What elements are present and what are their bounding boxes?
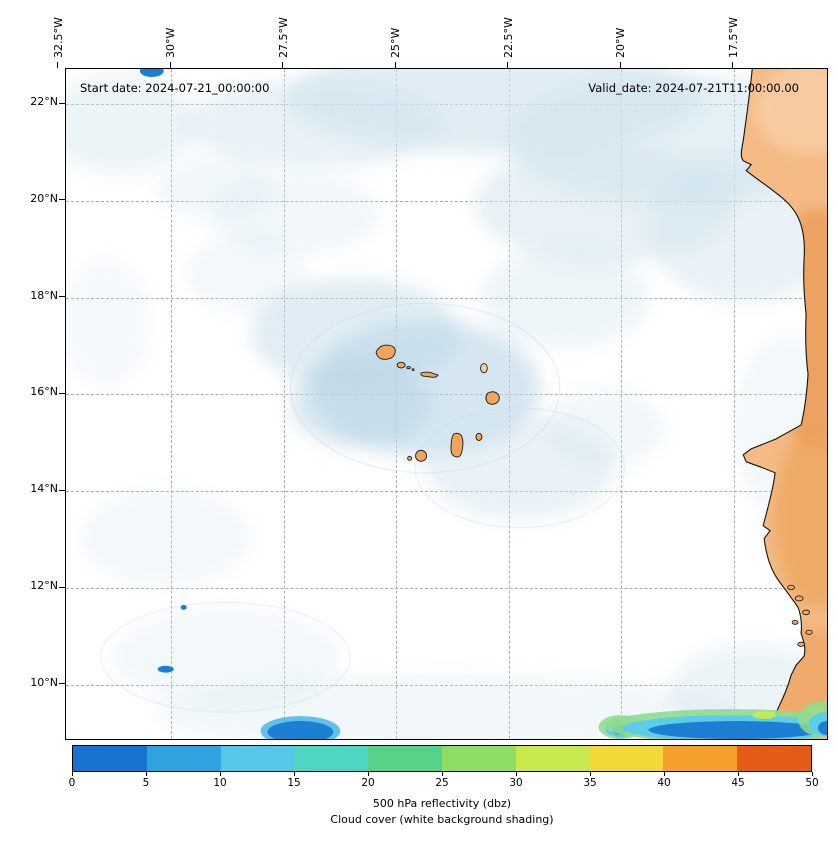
cloud-contours xyxy=(100,302,626,713)
colorbar-tick-label: 20 xyxy=(361,777,375,789)
colorbar-segment xyxy=(73,746,147,771)
x-tick-mark xyxy=(57,62,58,68)
gridline-horizontal xyxy=(66,491,827,493)
gridline-vertical xyxy=(283,69,285,739)
colorbar-segment xyxy=(515,746,590,771)
map-canvas xyxy=(66,69,827,739)
colorbar-segment xyxy=(368,746,442,771)
gridline-horizontal xyxy=(66,200,827,202)
colorbar-tick-label: 5 xyxy=(142,777,150,789)
x-tick-label: 20°W xyxy=(614,27,627,58)
gridline-vertical xyxy=(171,69,172,739)
colorbar-tick-mark xyxy=(811,772,813,776)
y-tick-label: 22°N xyxy=(30,95,58,108)
colorbar-tick-label: 45 xyxy=(731,777,745,789)
colorbar-tick-label: 35 xyxy=(583,777,597,789)
colorbar-tick-mark xyxy=(367,772,369,776)
y-tick-label: 10°N xyxy=(30,675,58,689)
colorbar-segment xyxy=(294,746,369,771)
x-tick-label: 25°W xyxy=(389,27,402,58)
gridline-horizontal xyxy=(66,588,827,589)
colorbar-tick-mark xyxy=(663,772,665,776)
colorbar-tick-mark xyxy=(145,772,147,776)
x-tick-label: 30°W xyxy=(164,27,177,58)
valid-date-label: Valid_date: 2024-07-21T11:00:00.00 xyxy=(588,81,799,95)
colorbar-segment xyxy=(663,746,738,771)
colorbar-tick-label: 0 xyxy=(68,777,76,789)
colorbar-segment xyxy=(589,746,664,771)
colorbar-tick-label: 10 xyxy=(213,777,227,789)
coastal-islands xyxy=(787,584,813,647)
colorbar-segment xyxy=(737,746,811,771)
map-plot: Start date: 2024-07-21_00:00:00 Valid_da… xyxy=(65,68,828,740)
x-tick-label: 17.5°W xyxy=(726,17,740,58)
colorbar-tick-mark xyxy=(219,772,221,776)
x-tick-label: 27.5°W xyxy=(276,17,290,58)
gridline-horizontal xyxy=(66,684,827,686)
y-tick-label: 16°N xyxy=(30,385,58,399)
colorbar-title: 500 hPa reflectivity (dbz) xyxy=(372,797,512,810)
cape-verde-islands xyxy=(375,344,500,462)
colorbar-segment xyxy=(441,746,516,771)
start-date-label: Start date: 2024-07-21_00:00:00 xyxy=(80,81,270,95)
cloud-shading-layer xyxy=(66,69,827,739)
colorbar-segment xyxy=(220,746,295,771)
y-tick-label: 14°N xyxy=(30,482,58,496)
colorbar-tick-label: 40 xyxy=(657,777,671,789)
colorbar-tick-label: 50 xyxy=(805,777,819,789)
colorbar-tick-label: 25 xyxy=(435,777,449,789)
y-tick-label: 12°N xyxy=(30,579,58,592)
colorbar-tick-mark xyxy=(441,772,443,776)
colorbar-tick-mark xyxy=(293,772,295,776)
gridline-vertical xyxy=(621,69,622,739)
colorbar-tick-mark xyxy=(737,772,739,776)
y-tick-label: 20°N xyxy=(30,191,58,205)
colorbar-tick-label: 15 xyxy=(287,777,301,789)
colorbar-tick-mark xyxy=(589,772,591,776)
colorbar-segment xyxy=(146,746,221,771)
colorbar xyxy=(72,745,812,772)
colorbar-tick-mark xyxy=(71,772,73,776)
y-tick-label: 18°N xyxy=(30,288,58,302)
colorbar-subtitle: Cloud cover (white background shading) xyxy=(330,813,554,826)
x-tick-label: 22.5°W xyxy=(501,17,515,58)
colorbar-tick-mark xyxy=(515,772,517,776)
colorbar-tick-label: 30 xyxy=(509,777,523,789)
gridline-vertical xyxy=(733,69,735,739)
x-tick-label: 32.5°W xyxy=(51,17,65,58)
reflectivity-cells xyxy=(139,69,827,739)
gridline-horizontal xyxy=(66,297,827,299)
